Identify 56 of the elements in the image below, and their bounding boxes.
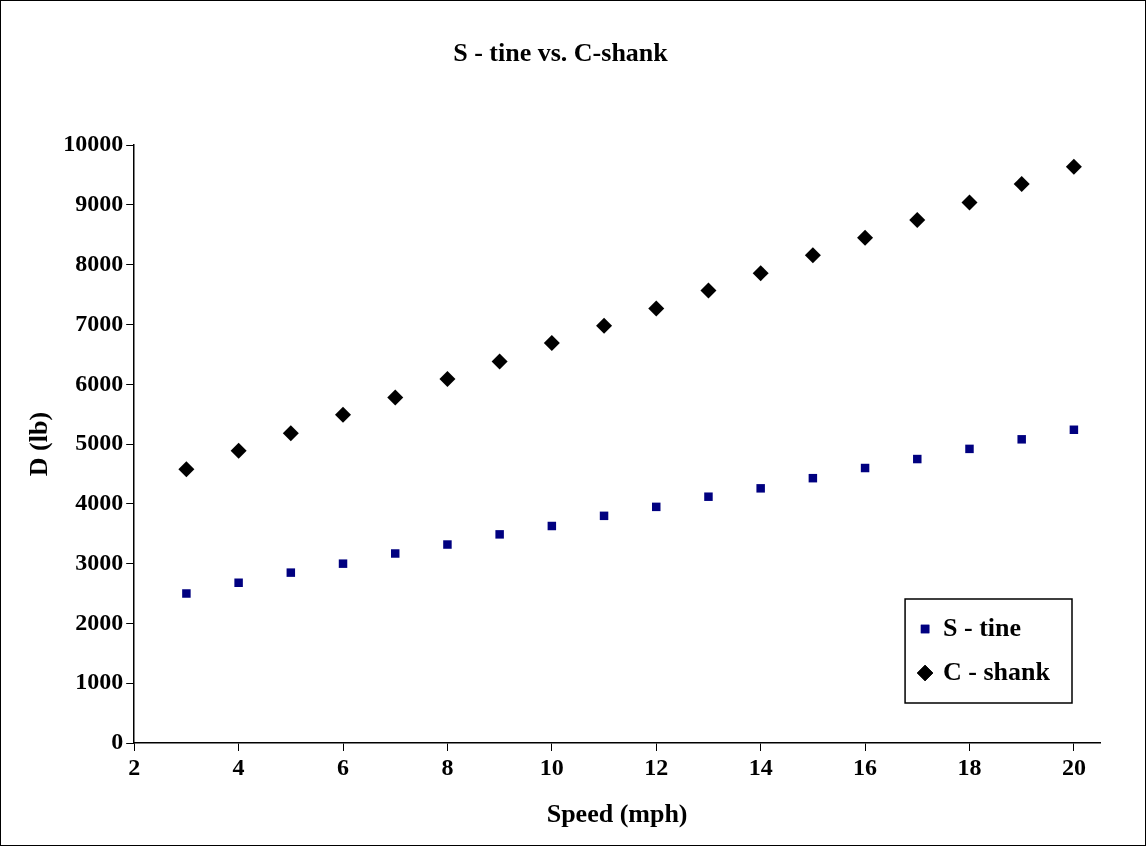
- x-tick-label: 6: [337, 753, 350, 780]
- point: [338, 559, 348, 568]
- y-tick-label: 7000: [75, 309, 124, 336]
- point: [495, 530, 504, 539]
- x-tick-label: 4: [232, 753, 245, 780]
- y-tick-label: 3000: [75, 548, 124, 575]
- x-tick-label: 12: [644, 753, 669, 780]
- y-tick-label: 1000: [75, 668, 124, 695]
- y-tick-label: 9000: [75, 190, 124, 217]
- point: [756, 484, 765, 493]
- legend-label: C - shank: [943, 656, 1051, 686]
- point: [1017, 435, 1026, 444]
- point: [913, 454, 922, 464]
- point: [1065, 158, 1082, 175]
- y-tick-label: 10000: [63, 130, 124, 157]
- point: [804, 247, 821, 264]
- point: [596, 317, 613, 334]
- point: [439, 370, 456, 387]
- point: [178, 461, 195, 478]
- y-tick-label: 6000: [75, 369, 124, 396]
- point: [965, 444, 974, 454]
- point: [961, 194, 978, 211]
- y-tick-label: 5000: [75, 429, 124, 456]
- point: [286, 568, 296, 577]
- point: [182, 589, 191, 598]
- point: [648, 300, 665, 317]
- point: [1013, 176, 1030, 193]
- x-tick-label: 8: [441, 753, 454, 780]
- y-tick-label: 4000: [75, 489, 124, 516]
- x-tick-label: 18: [957, 753, 982, 780]
- x-tick-label: 14: [748, 753, 773, 780]
- point: [543, 335, 560, 352]
- x-tick-label: 20: [1061, 753, 1086, 780]
- point: [752, 265, 769, 282]
- point: [491, 353, 508, 370]
- point: [700, 282, 717, 299]
- x-tick-label: 10: [539, 753, 564, 780]
- point: [387, 389, 404, 406]
- x-tick-label: 2: [128, 753, 141, 780]
- point: [443, 540, 452, 549]
- legend-label: S - tine: [943, 612, 1022, 642]
- x-axis-title: Speed (mph): [546, 799, 688, 829]
- y-tick-label: 2000: [75, 608, 124, 635]
- y-tick-label: 0: [111, 728, 124, 755]
- point: [390, 549, 400, 558]
- point: [857, 229, 874, 246]
- point: [909, 211, 926, 228]
- point: [335, 406, 352, 423]
- y-tick-label: 8000: [75, 249, 124, 276]
- chart-title: S - tine vs. C-shank: [453, 38, 669, 68]
- point: [234, 578, 243, 588]
- point: [704, 492, 713, 501]
- x-tick-label: 16: [853, 753, 878, 780]
- point: [230, 442, 247, 459]
- point: [282, 425, 299, 442]
- y-axis-title: D (lb): [24, 411, 54, 477]
